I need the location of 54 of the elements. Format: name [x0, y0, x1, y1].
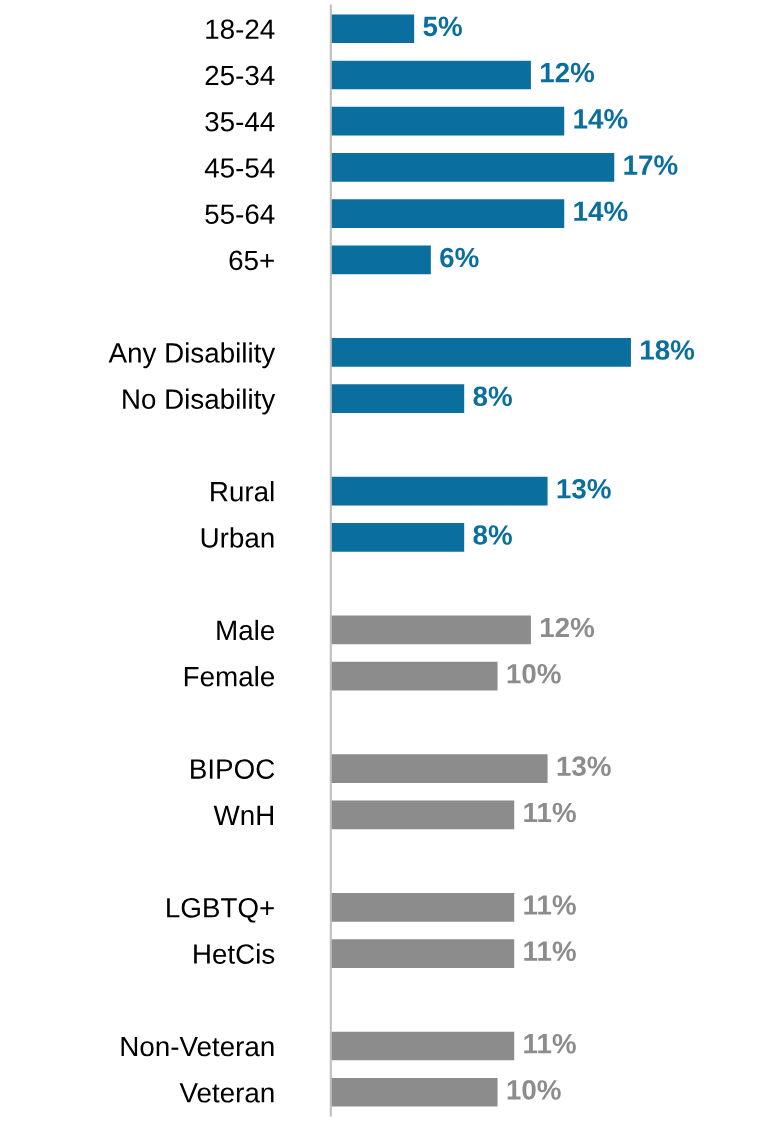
bar: [330, 615, 531, 645]
y-tick-label: Male: [217, 619, 275, 641]
data-label: 11%: [524, 941, 576, 961]
data-label: 11%: [524, 1033, 576, 1054]
y-tick-label: WnH: [213, 805, 273, 825]
y-tick-label: Any Disability: [108, 342, 276, 369]
data-label: 14%: [574, 109, 628, 129]
y-tick-label: 25-34: [205, 65, 275, 86]
data-label: 13%: [557, 478, 611, 499]
bar: [330, 245, 431, 275]
data-label: 12%: [540, 617, 595, 638]
bar: [330, 106, 565, 136]
y-tick-label: Veteran: [179, 1083, 274, 1103]
data-label: 10%: [507, 1080, 561, 1100]
bar: [330, 523, 465, 552]
bar: [330, 661, 498, 691]
data-label: 11%: [524, 895, 576, 915]
data-label: 11%: [524, 802, 576, 823]
y-tick-label: Urban: [201, 527, 274, 548]
data-label: 18%: [641, 340, 695, 360]
bar: [330, 1077, 498, 1107]
bar: [330, 939, 515, 968]
bar: [330, 60, 531, 90]
data-label: 5%: [423, 16, 462, 37]
y-tick-label: BIPOC: [191, 759, 275, 779]
bar: [330, 476, 548, 506]
data-label: 6%: [440, 247, 479, 268]
data-label: 12%: [540, 62, 595, 83]
data-label: 10%: [507, 663, 561, 684]
y-tick-label: LGBTQ+: [167, 897, 274, 923]
bar: [330, 800, 515, 830]
bar: [330, 892, 515, 922]
data-label: 17%: [624, 155, 678, 175]
bar: [330, 153, 615, 182]
y-tick-label: 18-24: [206, 19, 275, 40]
bar: [330, 14, 415, 44]
y-tick-label: Rural: [211, 481, 274, 502]
y-tick-label: 45-54: [204, 158, 275, 178]
bar: [330, 1031, 515, 1061]
y-tick-label: Non-Veteran: [121, 1036, 274, 1057]
bar: [330, 338, 631, 367]
data-label: 8%: [473, 386, 512, 407]
y-tick-label: HetCis: [194, 943, 275, 964]
y-tick-label: 35-44: [205, 111, 275, 132]
data-label: 13%: [557, 756, 611, 777]
y-tick-label: No Disability: [123, 388, 276, 415]
y-tick-label: Female: [184, 666, 275, 687]
bar: [330, 384, 465, 413]
y-tick-label: 65+: [229, 250, 274, 271]
data-label: 8%: [473, 525, 512, 545]
bar: [330, 754, 548, 783]
bar: [330, 199, 565, 229]
y-tick-label: 55-64: [205, 204, 275, 225]
data-label: 14%: [574, 201, 628, 222]
